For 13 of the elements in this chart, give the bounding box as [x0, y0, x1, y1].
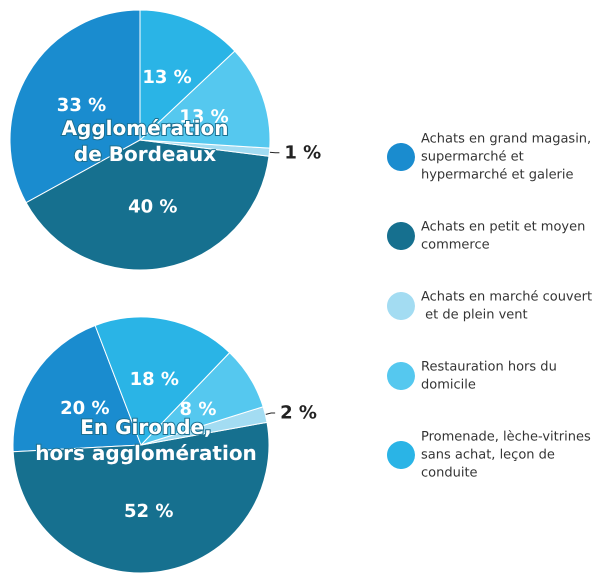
data-label: 2 % — [280, 402, 317, 424]
legend-label: Promenade, lèche-vitrines sans achat, leçon de conduite — [421, 430, 595, 480]
data-label: 1 % — [284, 142, 322, 164]
legend-label: Achats en grand magasin, supermarché et hypermarché et galerie — [421, 132, 596, 182]
legend-label: Restauration hors du domicile — [421, 360, 561, 392]
legend-label: Achats en petit et moyen commerce — [421, 220, 590, 252]
data-label: 13 % — [142, 67, 192, 88]
data-label: 52 % — [124, 501, 174, 522]
legend-label: Achats en marché couvert et de plein vent — [421, 290, 592, 322]
data-label: 18 % — [130, 368, 179, 390]
data-label: 33 % — [56, 94, 106, 116]
data-label: 40 % — [128, 196, 178, 218]
data-label: 20 % — [60, 398, 110, 420]
